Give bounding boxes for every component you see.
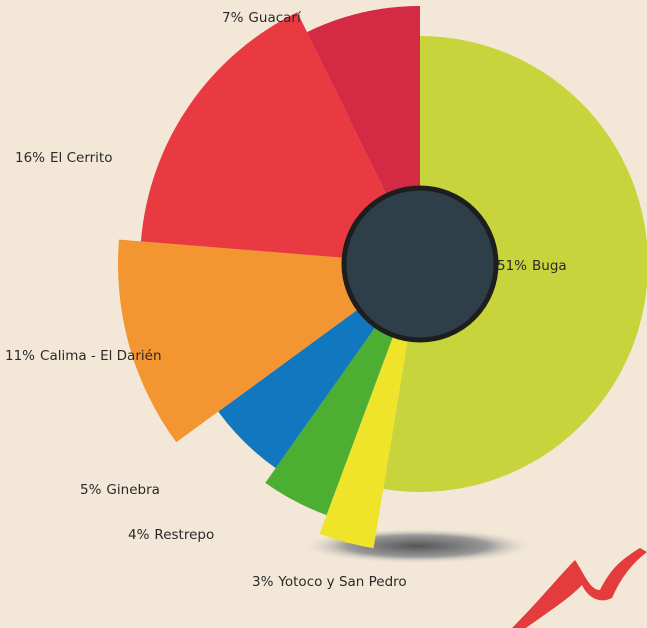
slice-label: 5% Ginebra [80, 482, 160, 498]
category-label: El Cerrito [50, 150, 112, 166]
value-label: 11% [5, 348, 35, 364]
slice-label: 11% Calima - El Darién [5, 348, 162, 364]
center-hole [341, 185, 499, 343]
category-label: Calima - El Darién [40, 348, 161, 364]
value-label: 4% [128, 527, 150, 543]
slice-label: 16% El Cerrito [15, 150, 113, 166]
category-label: Ginebra [106, 482, 159, 498]
pie-slice [140, 12, 420, 264]
slice-label: 3% Yotoco y San Pedro [252, 574, 407, 590]
category-label: Buga [532, 258, 567, 274]
value-label: 5% [80, 482, 102, 498]
slice-label: 7% Guacarí [222, 10, 302, 26]
category-label: Restrepo [154, 527, 214, 543]
value-label: 51% [497, 258, 527, 274]
logo-swoosh [512, 548, 647, 628]
category-label: Yotoco y San Pedro [277, 574, 406, 590]
value-label: 3% [252, 574, 274, 590]
slice-label: 4% Restrepo [128, 527, 214, 543]
value-label: 16% [15, 150, 45, 166]
value-label: 7% [222, 10, 244, 26]
category-label: Guacarí [248, 10, 302, 26]
pie-slice [118, 239, 420, 443]
slice-label: 51% Buga [497, 258, 567, 274]
pie-slice [383, 36, 647, 492]
